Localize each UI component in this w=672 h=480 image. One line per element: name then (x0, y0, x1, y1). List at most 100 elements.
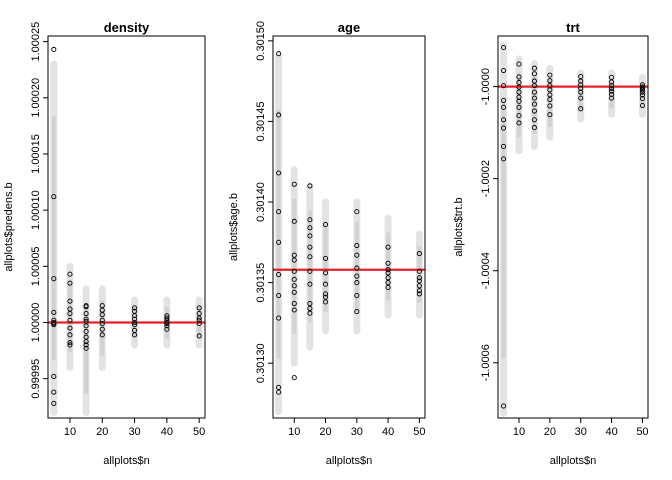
data-point (51, 322, 57, 328)
panel-title: density (104, 20, 150, 35)
x-tick-label: 20 (319, 426, 331, 438)
data-point (291, 307, 297, 313)
data-point (322, 255, 329, 261)
data-point (516, 98, 522, 104)
data-point (501, 83, 507, 89)
panel-title: age (338, 20, 360, 35)
data-point (516, 104, 522, 110)
data-point (291, 375, 297, 381)
data-point (531, 89, 537, 95)
data-point (67, 280, 73, 286)
y-tick-label: -1.0006 (480, 344, 492, 381)
data-point (354, 265, 360, 271)
y-tick-label: -1.0002 (480, 160, 492, 197)
data-point (578, 106, 584, 112)
data-point (51, 389, 57, 395)
data-point (51, 194, 57, 200)
data-point (547, 112, 553, 118)
data-point (639, 82, 645, 88)
data-point (307, 305, 313, 311)
data-point (307, 254, 313, 260)
x-tick-label: 10 (513, 426, 525, 438)
data-point (516, 61, 522, 67)
data-point (164, 321, 170, 327)
data-point (67, 332, 73, 338)
data-point (291, 301, 297, 307)
data-point (196, 317, 202, 323)
data-point (83, 339, 89, 345)
x-tick-label: 30 (351, 426, 363, 438)
data-point (99, 326, 105, 332)
data-point (132, 305, 138, 311)
data-point (501, 104, 507, 110)
data-point (307, 183, 313, 189)
data-point (609, 83, 615, 89)
data-point (132, 332, 138, 338)
x-tick-label: 30 (128, 426, 140, 438)
data-point (51, 373, 57, 379)
data-point (531, 65, 537, 71)
data-point (83, 323, 89, 329)
data-point (83, 304, 89, 310)
data-point (547, 72, 553, 78)
x-tick-label: 30 (575, 426, 587, 438)
data-point (609, 91, 615, 98)
y-tick-label: 1.00015 (30, 134, 42, 174)
data-point (531, 125, 537, 131)
data-point (196, 321, 202, 327)
y-axis-label: allplots$trt.b (453, 197, 465, 256)
data-point (385, 280, 391, 286)
data-point (196, 333, 202, 339)
x-tick-label: 40 (605, 426, 617, 438)
data-point (531, 101, 537, 107)
data-point (307, 217, 313, 223)
data-point (132, 316, 138, 322)
data-point (609, 85, 615, 92)
data-point (322, 299, 329, 305)
x-tick-label: 50 (413, 426, 425, 438)
data-point (516, 74, 522, 80)
x-tick-label: 40 (382, 426, 394, 438)
data-point (385, 244, 391, 250)
data-point (276, 112, 282, 118)
panel-2: 10 20 30 40 50 -1.0000 -1.0002 -1.0004 -1.0006 tr… (453, 20, 649, 467)
data-point (385, 260, 391, 266)
data-point (547, 103, 553, 109)
data-point (276, 209, 282, 215)
y-tick-label: 1.00025 (30, 22, 42, 62)
data-point (501, 156, 507, 162)
data-point (416, 288, 422, 294)
data-point (501, 97, 507, 103)
data-point (196, 305, 202, 311)
data-point (322, 270, 329, 276)
data-point (276, 292, 282, 299)
x-axis-label: allplots$n (103, 455, 149, 467)
x-axis-label: allplots$n (326, 455, 372, 467)
y-tick-label: 1.00000 (30, 303, 42, 343)
data-point (291, 218, 297, 224)
data-point (531, 95, 537, 101)
data-point (501, 44, 507, 51)
data-point (307, 281, 313, 287)
x-tick-label: 10 (288, 426, 300, 438)
data-point (639, 92, 645, 98)
x-tick-label: 50 (636, 426, 648, 438)
plot-frame (497, 35, 649, 419)
data-point (291, 289, 297, 295)
data-point (164, 317, 170, 323)
data-point (83, 342, 89, 348)
data-point (547, 96, 553, 103)
data-point (51, 46, 57, 53)
y-tick-label: 1.00005 (30, 246, 42, 286)
data-point (516, 89, 522, 95)
data-point (385, 270, 391, 276)
panel-title: trt (566, 20, 580, 35)
data-point (516, 120, 522, 126)
data-point (164, 326, 170, 332)
data-point (291, 268, 297, 274)
panel-1: 10 20 30 40 50 0.30130 0.30135 0.30140 0.30145 0.… (228, 20, 426, 467)
data-point (385, 284, 391, 290)
data-point (83, 328, 89, 335)
x-tick-label: 20 (96, 426, 108, 438)
data-point (578, 85, 584, 92)
